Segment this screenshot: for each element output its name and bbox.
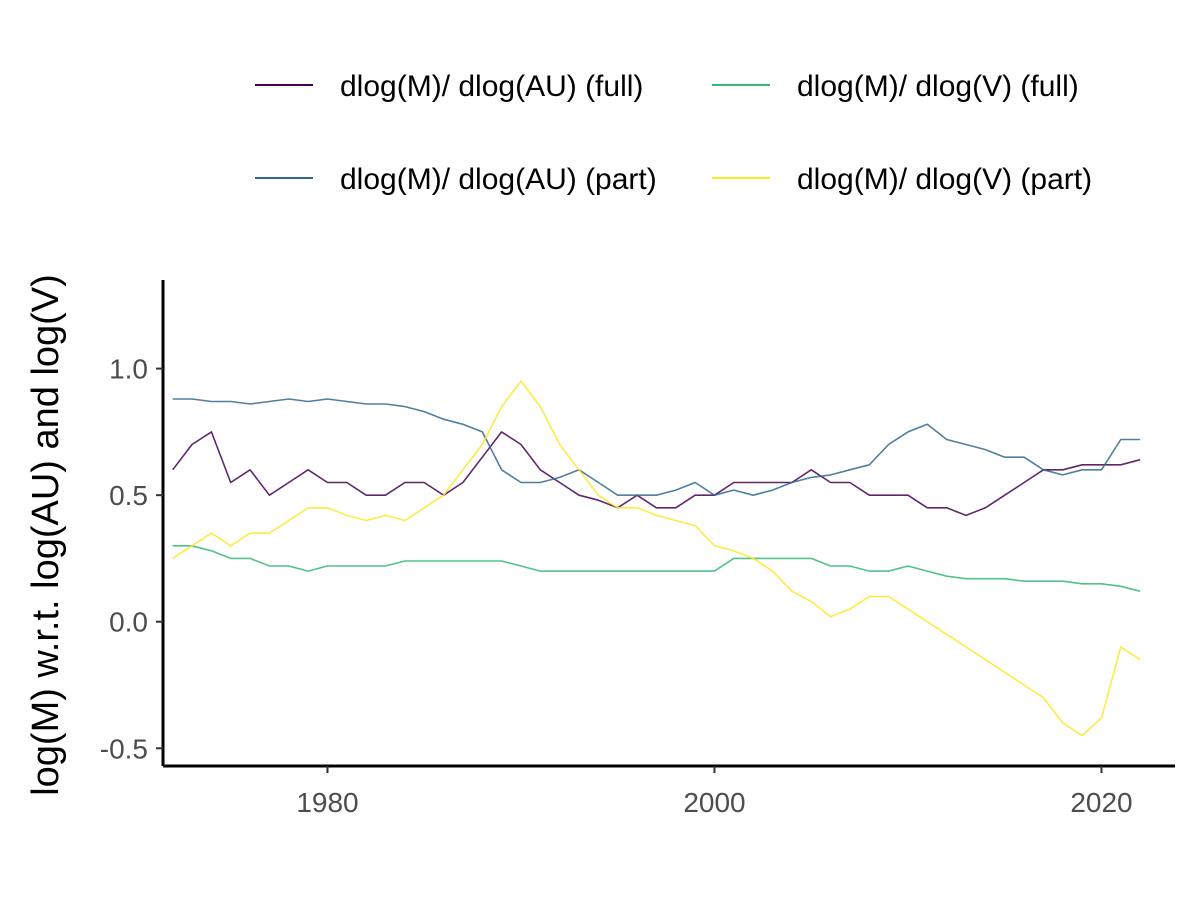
x-tick-label: 2000 (683, 787, 745, 818)
series-layer (172, 380, 1141, 737)
x-axis-ticks: 1980 2000 2020 (296, 766, 1133, 818)
y-tick-label: 1.0 (109, 354, 148, 385)
y-axis-title: log(M) w.r.t. log(AU) and log(V) (25, 274, 67, 796)
series-line-1 (172, 431, 1141, 517)
y-tick-label: 0.0 (109, 607, 148, 638)
legend-label-1: dlog(M)/ dlog(AU) (full) (340, 70, 643, 103)
series-line-2 (172, 398, 1141, 497)
legend-label-4: dlog(M)/ dlog(V) (part) (797, 163, 1092, 196)
x-tick-label: 2020 (1070, 787, 1132, 818)
series-line-4 (172, 380, 1141, 737)
x-tick-label: 1980 (296, 787, 358, 818)
y-axis-ticks: -0.5 0.0 0.5 1.0 (100, 354, 163, 764)
series-line-3 (172, 544, 1141, 593)
y-tick-label: -0.5 (100, 733, 148, 764)
legend: dlog(M)/ dlog(AU) (full) dlog(M)/ dlog(AU… (255, 70, 1092, 196)
legend-label-3: dlog(M)/ dlog(V) (full) (797, 70, 1079, 103)
legend-label-2: dlog(M)/ dlog(AU) (part) (340, 163, 657, 196)
y-tick-label: 0.5 (109, 480, 148, 511)
